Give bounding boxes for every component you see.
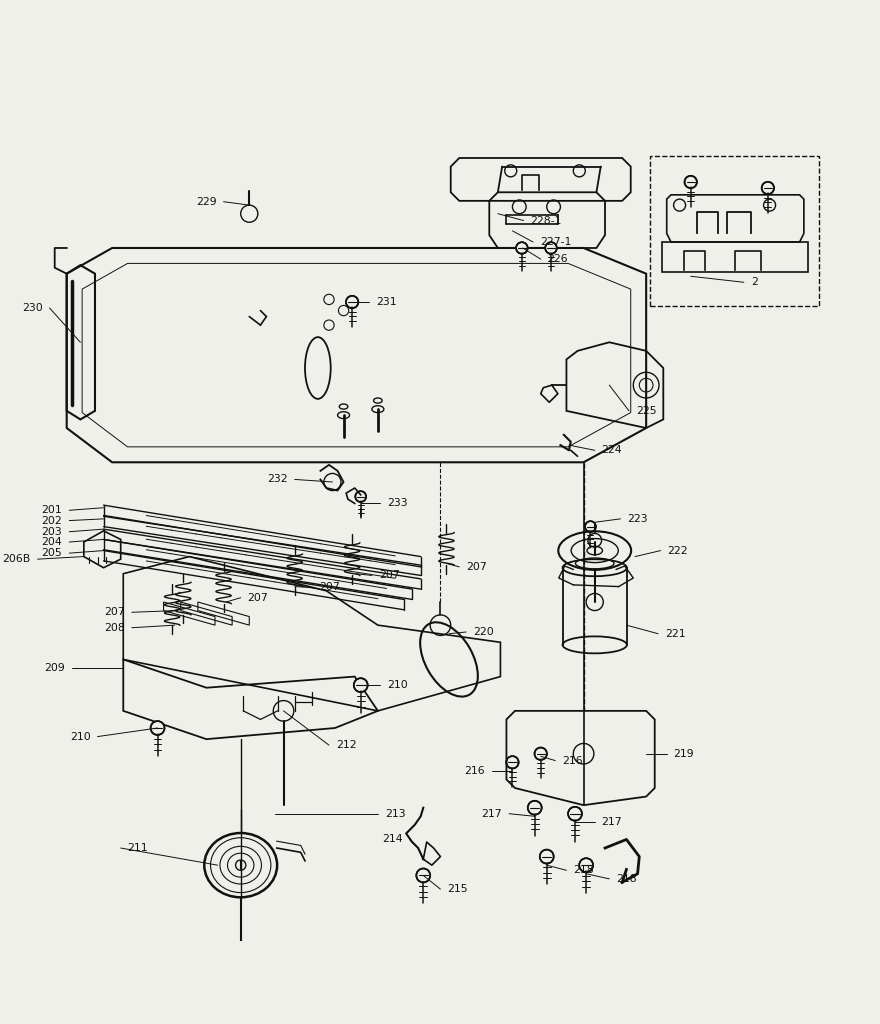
Text: 207: 207 [247,593,268,603]
Circle shape [546,243,557,254]
Text: 225: 225 [636,406,656,416]
Text: 203: 203 [41,526,62,537]
Text: 207: 207 [104,607,125,617]
Text: 210: 210 [387,680,408,690]
Text: 205: 205 [41,548,62,558]
Text: 229: 229 [196,197,216,207]
Text: 207: 207 [466,562,487,571]
Text: 221: 221 [665,629,686,639]
Circle shape [416,868,430,883]
Text: 233: 233 [387,499,408,509]
Text: 222: 222 [668,546,688,556]
Text: 230: 230 [22,303,43,313]
Text: 209: 209 [44,663,65,673]
Text: 223: 223 [627,514,648,524]
Circle shape [506,756,518,768]
Text: 215: 215 [447,884,468,894]
Text: 219: 219 [673,749,694,759]
Text: 201: 201 [41,505,62,515]
Text: 217: 217 [481,809,502,819]
Text: 208: 208 [104,623,125,633]
Circle shape [534,748,546,760]
Text: 207: 207 [319,583,340,593]
Text: 214: 214 [382,835,403,845]
Text: 213: 213 [385,809,406,819]
Text: 202: 202 [41,515,62,525]
Text: 218: 218 [616,873,637,884]
Text: 217: 217 [602,817,622,827]
Text: 232: 232 [268,474,288,484]
Text: 204: 204 [41,537,62,547]
Text: 210: 210 [70,731,91,741]
Circle shape [356,492,366,502]
Text: 226: 226 [547,254,568,264]
Text: 212: 212 [336,740,356,751]
Text: 216: 216 [465,766,485,776]
Circle shape [585,521,596,532]
Circle shape [516,243,528,254]
Circle shape [762,182,774,195]
Circle shape [685,176,697,188]
Text: 227-1: 227-1 [539,237,571,247]
Text: 2: 2 [751,278,758,288]
Text: 216: 216 [562,756,583,766]
Circle shape [579,858,593,872]
Text: 231: 231 [376,297,397,307]
Circle shape [346,296,358,308]
Circle shape [150,721,165,735]
Text: 220: 220 [473,627,494,637]
Circle shape [354,678,368,692]
Text: 218: 218 [573,865,594,876]
Circle shape [568,807,582,820]
Text: 207: 207 [378,570,400,581]
Circle shape [528,801,542,815]
Text: 228-1: 228-1 [531,216,561,225]
Text: 224: 224 [602,445,622,456]
Circle shape [539,850,554,863]
Text: 211: 211 [128,843,148,853]
Text: 206B: 206B [3,554,31,564]
